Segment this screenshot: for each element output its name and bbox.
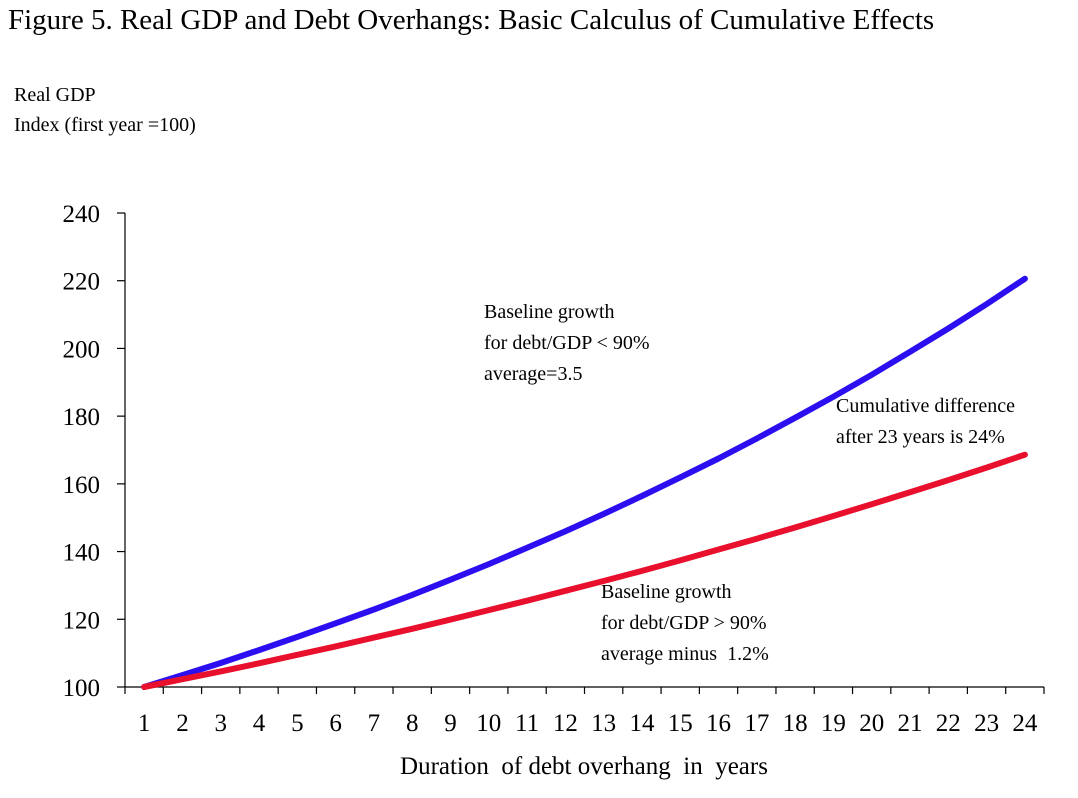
y-tick-label: 140 xyxy=(63,540,101,567)
series-group xyxy=(141,275,1028,690)
x-tick-label: 19 xyxy=(821,710,846,737)
x-tick-label: 23 xyxy=(974,710,999,737)
x-tick-label: 22 xyxy=(936,710,961,737)
annotation-line: for debt/GDP > 90% xyxy=(601,612,767,634)
y-tick-label: 240 xyxy=(63,201,101,228)
annotation-baseline-above-90: Baseline growth for debt/GDP > 90% avera… xyxy=(601,581,792,665)
series-line-red xyxy=(141,451,1028,690)
x-tick-label: 3 xyxy=(214,710,227,737)
x-tick-label: 13 xyxy=(591,710,616,737)
x-tick-label: 16 xyxy=(706,710,731,737)
x-tick-label: 15 xyxy=(668,710,693,737)
series-line-blue xyxy=(141,275,1028,690)
x-tick-label: 4 xyxy=(253,710,266,737)
x-tick-label: 2 xyxy=(176,710,189,737)
x-tick-label: 1 xyxy=(138,710,151,737)
annotation-line: for debt/GDP < 90% xyxy=(484,332,650,354)
x-tick-label: 6 xyxy=(329,710,342,737)
y-tick-label: 200 xyxy=(63,336,101,363)
y-tick-label: 100 xyxy=(63,675,101,702)
x-tick-label: 14 xyxy=(629,710,655,737)
y-tick-label: 220 xyxy=(63,269,101,296)
y-tick-label: 120 xyxy=(63,607,101,634)
x-axis-ticks: 1 2 3 4 5 6 7 8 9 10 11 12 13 14 15 16 17 18 19 20 21 22 23 24 xyxy=(124,687,1045,737)
x-tick-label: 10 xyxy=(476,710,501,737)
x-tick-label: 11 xyxy=(515,710,539,737)
x-tick-label: 12 xyxy=(553,710,578,737)
y-tick-label: 180 xyxy=(63,404,101,431)
annotation-baseline-below-90: Baseline growth for debt/GDP < 90% avera… xyxy=(484,301,655,385)
x-tick-label: 24 xyxy=(1012,710,1038,737)
chart-axes xyxy=(124,213,1044,688)
x-axis-label: Duration of debt overhang in years xyxy=(400,753,768,780)
x-tick-label: 7 xyxy=(368,710,381,737)
annotation-line: average=3.5 xyxy=(484,363,582,385)
annotation-line: average minus 1.2% xyxy=(601,643,769,665)
annotation-line: after 23 years is 24% xyxy=(836,426,1005,448)
annotation-line: Baseline growth xyxy=(601,581,732,603)
annotation-line: Cumulative difference xyxy=(836,395,1015,417)
y-axis-label-line-1: Real GDP xyxy=(14,84,96,106)
x-tick-label: 5 xyxy=(291,710,304,737)
x-tick-label: 8 xyxy=(406,710,419,737)
y-tick-label: 160 xyxy=(63,472,101,499)
annotation-cumulative-difference: Cumulative difference after 23 years is … xyxy=(836,395,1020,448)
chart-title: Figure 5. Real GDP and Debt Overhangs: B… xyxy=(8,4,935,36)
x-tick-label: 21 xyxy=(897,710,922,737)
y-axis-label: Real GDP Index (first year =100) xyxy=(14,80,196,140)
x-tick-label: 17 xyxy=(744,710,769,737)
x-tick-label: 18 xyxy=(783,710,808,737)
y-axis-ticks: 100 120 140 160 180 200 220 240 xyxy=(63,201,125,702)
annotation-line: Baseline growth xyxy=(484,301,615,323)
y-axis-label-line-2: Index (first year =100) xyxy=(14,114,196,136)
x-tick-label: 20 xyxy=(859,710,884,737)
x-tick-label: 9 xyxy=(444,710,457,737)
